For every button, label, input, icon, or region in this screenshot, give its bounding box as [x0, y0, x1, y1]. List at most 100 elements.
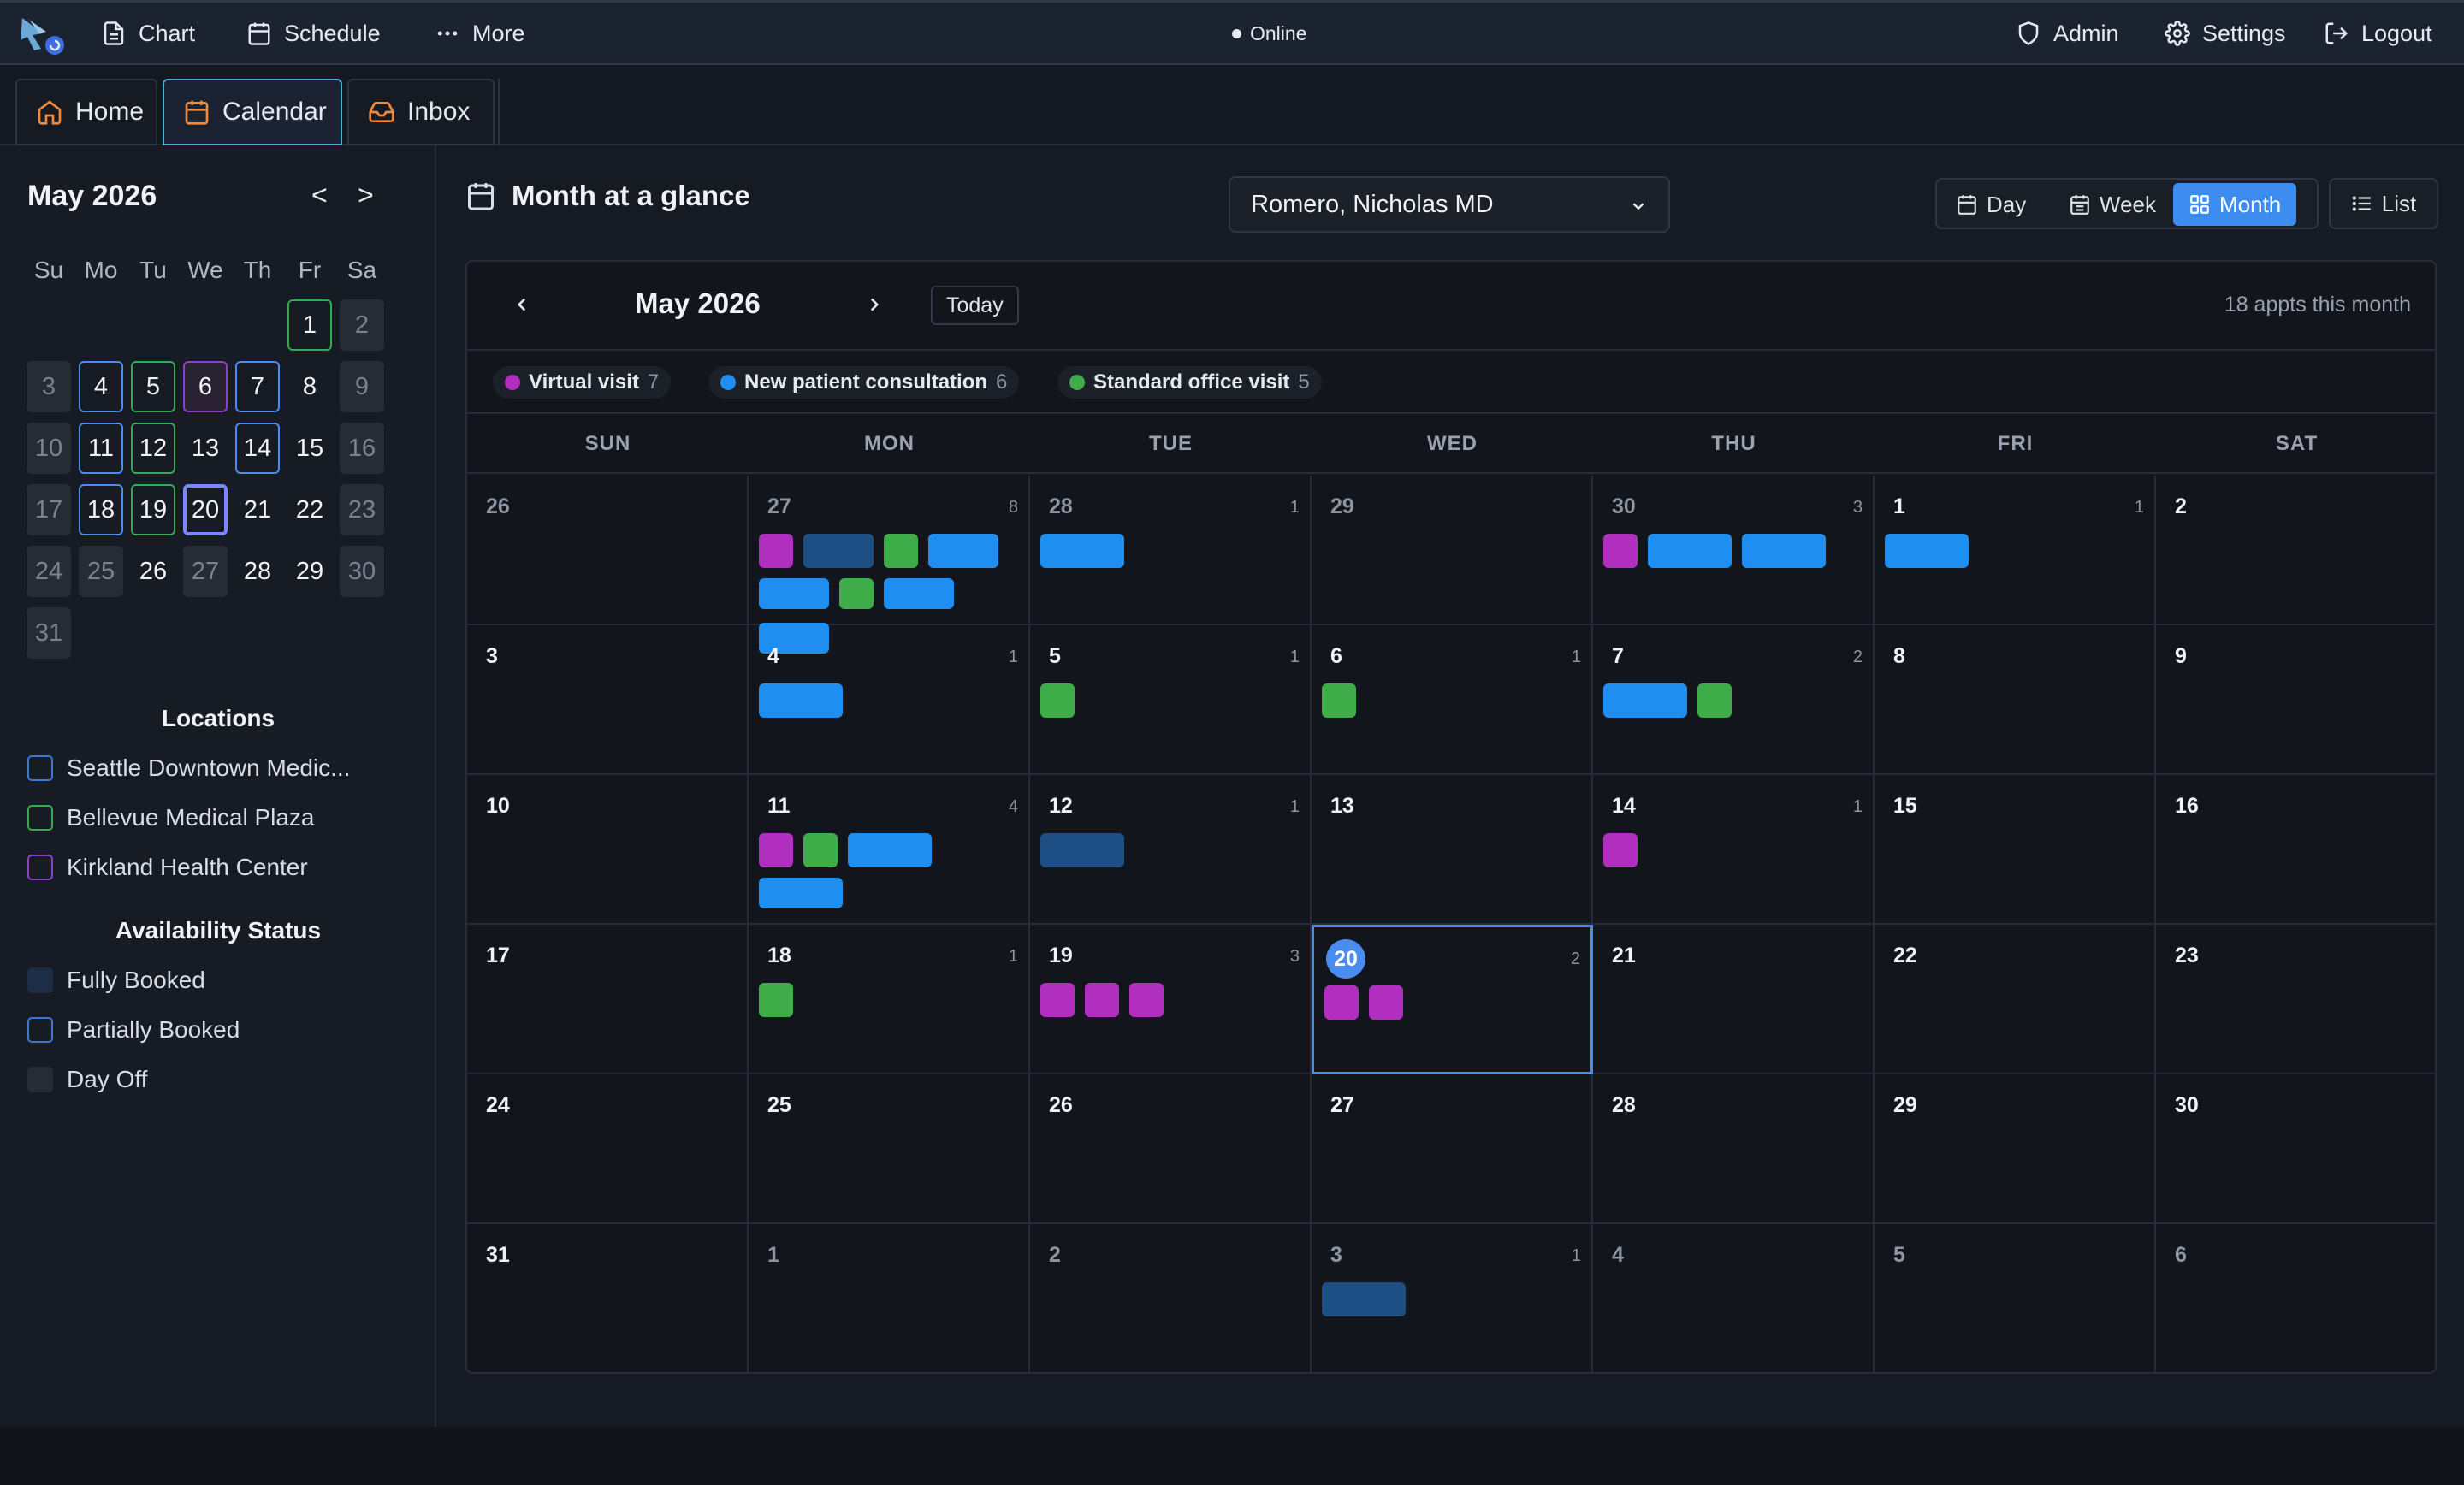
mini-calendar-day[interactable]: 27 — [183, 546, 228, 597]
mini-calendar-day[interactable]: 28 — [243, 557, 272, 585]
mini-calendar-day[interactable]: 26 — [139, 557, 168, 585]
tab-home[interactable]: Home — [15, 79, 157, 145]
mini-calendar-day[interactable]: 21 — [243, 495, 272, 524]
calendar-day-cell[interactable]: 31 — [467, 1224, 749, 1372]
calendar-day-cell[interactable]: 10 — [467, 775, 749, 925]
nav-logout[interactable]: Logout — [2324, 3, 2432, 64]
mini-calendar-day[interactable]: 10 — [27, 423, 71, 474]
appointment-block[interactable] — [1129, 983, 1164, 1017]
calendar-day-cell[interactable]: 5 — [1875, 1224, 2156, 1372]
calendar-day-cell[interactable]: 26 — [1030, 1074, 1312, 1224]
appointment-block[interactable] — [1040, 833, 1124, 867]
calendar-day-cell[interactable]: 14 1 — [1593, 775, 1875, 925]
mini-calendar-day[interactable]: 24 — [27, 546, 71, 597]
calendar-day-cell-today[interactable]: 20 2 — [1312, 925, 1593, 1074]
appointment-block[interactable] — [1040, 983, 1075, 1017]
appointment-block[interactable] — [1324, 985, 1359, 1020]
appointment-block[interactable] — [1040, 683, 1075, 718]
mini-calendar-day[interactable]: 9 — [340, 361, 384, 412]
mini-calendar-day[interactable]: 12 — [131, 423, 175, 474]
mini-calendar-day[interactable]: 1 — [287, 299, 332, 351]
appointment-block[interactable] — [848, 833, 932, 867]
calendar-day-cell[interactable]: 18 1 — [749, 925, 1030, 1074]
calendar-day-cell[interactable]: 27 — [1312, 1074, 1593, 1224]
appointment-block[interactable] — [839, 578, 874, 609]
calendar-prev-button[interactable] — [505, 287, 539, 322]
nav-admin[interactable]: Admin — [2016, 3, 2119, 64]
calendar-day-cell[interactable]: 3 — [467, 625, 749, 775]
mini-calendar-day[interactable]: 6 — [183, 361, 228, 412]
calendar-day-cell[interactable]: 29 — [1312, 476, 1593, 625]
appointment-block[interactable] — [1742, 534, 1826, 568]
calendar-day-cell[interactable]: 16 — [2156, 775, 2435, 925]
mini-calendar-next-button[interactable]: > — [358, 180, 374, 210]
mini-calendar-day[interactable]: 23 — [340, 484, 384, 535]
calendar-day-cell[interactable]: 12 1 — [1030, 775, 1312, 925]
nav-settings[interactable]: Settings — [2165, 3, 2286, 64]
appointment-block[interactable] — [1697, 683, 1732, 718]
calendar-day-cell[interactable]: 19 3 — [1030, 925, 1312, 1074]
appointment-block[interactable] — [759, 983, 793, 1017]
calendar-day-cell[interactable]: 25 — [749, 1074, 1030, 1224]
calendar-day-cell[interactable]: 1 — [749, 1224, 1030, 1372]
provider-select[interactable]: Romero, Nicholas MD — [1229, 176, 1670, 233]
mini-calendar-day[interactable]: 19 — [131, 484, 175, 535]
mini-calendar-day[interactable]: 29 — [295, 557, 324, 585]
mini-calendar-day[interactable]: 18 — [79, 484, 123, 535]
calendar-day-cell[interactable]: 2 — [2156, 476, 2435, 625]
legend-virtual-visit[interactable]: Virtual visit 7 — [493, 366, 672, 399]
calendar-day-cell[interactable]: 8 — [1875, 625, 2156, 775]
calendar-day-cell[interactable]: 23 — [2156, 925, 2435, 1074]
location-item[interactable]: Kirkland Health Center — [27, 854, 308, 881]
mini-calendar-prev-button[interactable]: < — [311, 180, 328, 210]
appointment-block[interactable] — [803, 833, 838, 867]
calendar-day-cell[interactable]: 15 — [1875, 775, 2156, 925]
calendar-day-cell[interactable]: 29 — [1875, 1074, 2156, 1224]
mini-calendar-day[interactable]: 30 — [340, 546, 384, 597]
today-button[interactable]: Today — [931, 286, 1019, 325]
calendar-day-cell[interactable]: 2 — [1030, 1224, 1312, 1372]
location-checkbox[interactable] — [27, 805, 53, 831]
nav-chart[interactable]: Chart — [101, 3, 195, 64]
list-view-button[interactable]: List — [2329, 178, 2438, 229]
mini-calendar-day[interactable]: 14 — [235, 423, 280, 474]
appointment-block[interactable] — [1040, 534, 1124, 568]
calendar-day-cell[interactable]: 28 — [1593, 1074, 1875, 1224]
app-logo-icon[interactable] — [17, 15, 67, 59]
appointment-block[interactable] — [928, 534, 998, 568]
mini-calendar-day[interactable]: 5 — [131, 361, 175, 412]
location-checkbox[interactable] — [27, 755, 53, 781]
mini-calendar-day[interactable]: 2 — [340, 299, 384, 351]
nav-more[interactable]: More — [435, 3, 525, 64]
appointment-block[interactable] — [759, 833, 793, 867]
appointment-block[interactable] — [1322, 1282, 1406, 1316]
view-month-button[interactable]: Month — [2173, 183, 2297, 226]
mini-calendar-day[interactable]: 31 — [27, 607, 71, 659]
legend-standard-office-visit[interactable]: Standard office visit 5 — [1057, 366, 1322, 399]
mini-calendar-day[interactable]: 3 — [27, 361, 71, 412]
location-checkbox[interactable] — [27, 855, 53, 880]
appointment-block[interactable] — [884, 534, 918, 568]
location-item[interactable]: Seattle Downtown Medic... — [27, 754, 351, 782]
calendar-day-cell[interactable]: 21 — [1593, 925, 1875, 1074]
calendar-day-cell[interactable]: 28 1 — [1030, 476, 1312, 625]
calendar-day-cell[interactable]: 13 — [1312, 775, 1593, 925]
calendar-day-cell[interactable]: 9 — [2156, 625, 2435, 775]
calendar-day-cell[interactable]: 27 8 — [749, 476, 1030, 654]
mini-calendar-day[interactable]: 8 — [302, 372, 317, 400]
mini-calendar-day[interactable]: 15 — [295, 434, 324, 462]
calendar-day-cell[interactable]: 30 — [2156, 1074, 2435, 1224]
mini-calendar-day[interactable]: 25 — [79, 546, 123, 597]
mini-calendar-day[interactable]: 17 — [27, 484, 71, 535]
calendar-day-cell[interactable]: 11 4 — [749, 775, 1030, 925]
mini-calendar-day[interactable]: 7 — [235, 361, 280, 412]
mini-calendar-day[interactable]: 11 — [79, 423, 123, 474]
mini-calendar-day[interactable]: 16 — [340, 423, 384, 474]
location-item[interactable]: Bellevue Medical Plaza — [27, 804, 315, 831]
appointment-block[interactable] — [759, 878, 843, 908]
appointment-block[interactable] — [1603, 683, 1687, 718]
appointment-block[interactable] — [759, 578, 829, 609]
